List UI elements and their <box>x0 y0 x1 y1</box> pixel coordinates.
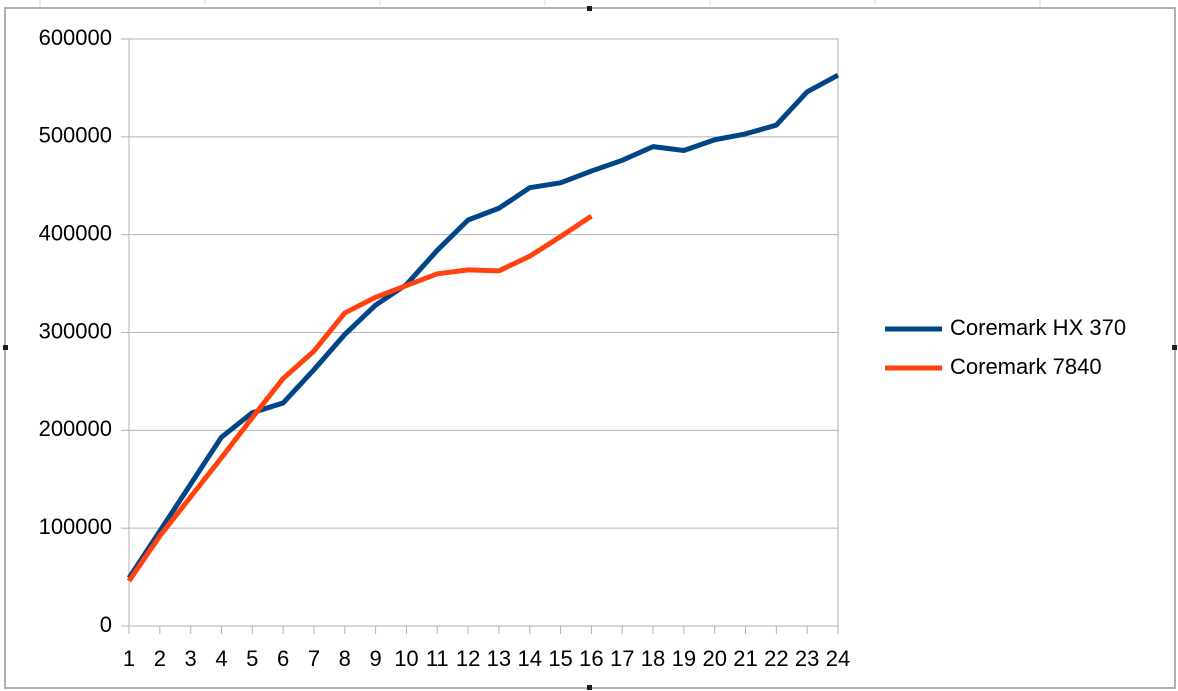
x-tick-label: 19 <box>672 646 696 671</box>
x-tick-label: 20 <box>702 646 726 671</box>
x-tick-label: 13 <box>487 646 511 671</box>
x-tick-label: 21 <box>733 646 757 671</box>
x-tick-label: 22 <box>764 646 788 671</box>
x-tick-label: 24 <box>826 646 850 671</box>
x-tick-label: 12 <box>456 646 480 671</box>
handles <box>3 6 1177 690</box>
y-tick-label: 200000 <box>39 416 112 441</box>
x-tick-label: 5 <box>246 646 258 671</box>
x-tick-label: 3 <box>185 646 197 671</box>
x-tick-label: 7 <box>308 646 320 671</box>
y-tick-label: 100000 <box>39 514 112 539</box>
x-tick-label: 4 <box>215 646 227 671</box>
x-tick-label: 9 <box>369 646 381 671</box>
series-line <box>126 72 840 580</box>
x-tick-label: 1 <box>123 646 135 671</box>
legend-label: Coremark HX 370 <box>950 315 1126 340</box>
y-tick-label: 0 <box>100 612 112 637</box>
x-tick-label: 16 <box>579 646 603 671</box>
x-tick-label: 8 <box>339 646 351 671</box>
y-tick-label: 300000 <box>39 318 112 343</box>
x-tick-label: 18 <box>641 646 665 671</box>
x-tick-label: 10 <box>394 646 418 671</box>
series-line <box>126 213 593 583</box>
x-tick-label: 17 <box>610 646 634 671</box>
sheet-grid <box>39 0 1041 6</box>
x-tick-label: 15 <box>548 646 572 671</box>
x-tick-label: 2 <box>154 646 166 671</box>
y-tick-label: 400000 <box>39 220 112 245</box>
x-tick-label: 23 <box>795 646 819 671</box>
x-tick-label: 6 <box>277 646 289 671</box>
y-tick-label: 600000 <box>39 25 112 50</box>
legend-label: Coremark 7840 <box>950 354 1102 379</box>
x-tick-label: 14 <box>517 646 541 671</box>
x-tick-label: 11 <box>426 646 449 671</box>
y-tick-label: 500000 <box>39 123 112 148</box>
